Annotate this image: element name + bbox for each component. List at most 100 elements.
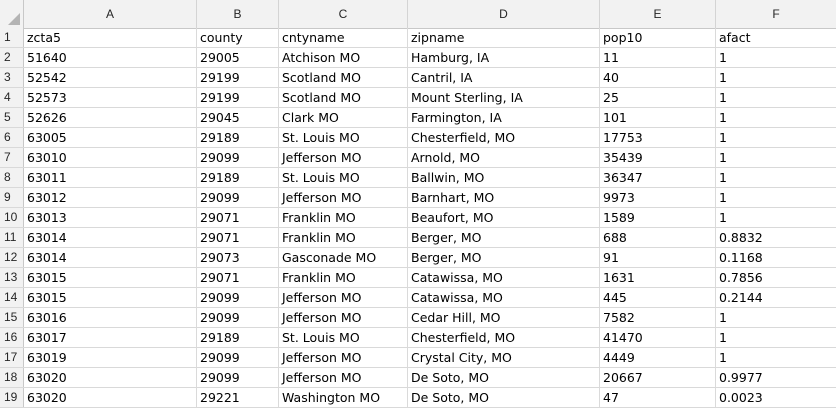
row-number[interactable]: 12: [0, 248, 24, 267]
cell-pop10[interactable]: 1589: [600, 208, 716, 227]
cell-cntyname[interactable]: Jefferson MO: [279, 148, 408, 167]
cell-county[interactable]: 29199: [197, 68, 279, 87]
cell-cntyname[interactable]: Jefferson MO: [279, 308, 408, 327]
cell-zcta5[interactable]: 63017: [24, 328, 197, 347]
row-number[interactable]: 7: [0, 148, 24, 167]
cell-zcta5[interactable]: 63019: [24, 348, 197, 367]
row-number[interactable]: 9: [0, 188, 24, 207]
column-header-c[interactable]: C: [279, 0, 408, 28]
cell-afact[interactable]: 0.0023: [719, 390, 763, 405]
cell-county[interactable]: 29099: [197, 348, 279, 367]
cell-county[interactable]: 29189: [197, 128, 279, 147]
cell-cntyname[interactable]: St. Louis MO: [279, 328, 408, 347]
cell-county[interactable]: 29189: [197, 168, 279, 187]
cell-cntyname[interactable]: Clark MO: [279, 108, 408, 127]
cell-afact[interactable]: 1: [719, 350, 727, 365]
cell-zipname[interactable]: Berger, MO: [408, 228, 600, 247]
cell-zcta5[interactable]: 63011: [24, 168, 197, 187]
cell-zipname[interactable]: De Soto, MO: [408, 388, 600, 407]
row-number[interactable]: 18: [0, 368, 24, 387]
cell-pop10[interactable]: 41470: [600, 328, 716, 347]
cell-county[interactable]: 29099: [197, 188, 279, 207]
cell-zcta5[interactable]: 63020: [24, 388, 197, 407]
cell-pop10[interactable]: 11: [600, 48, 716, 67]
cell-afact[interactable]: 1: [719, 70, 727, 85]
cell-afact[interactable]: 1: [719, 50, 727, 65]
cell-zipname[interactable]: De Soto, MO: [408, 368, 600, 387]
cell-afact[interactable]: 1: [719, 90, 727, 105]
cell-zipname[interactable]: Crystal City, MO: [408, 348, 600, 367]
cell-cntyname[interactable]: Jefferson MO: [279, 288, 408, 307]
cell-cntyname[interactable]: Gasconade MO: [279, 248, 408, 267]
cell-afact[interactable]: 0.2144: [719, 290, 763, 305]
cell-county[interactable]: 29045: [197, 108, 279, 127]
cell-zipname[interactable]: Ballwin, MO: [408, 168, 600, 187]
column-header-d[interactable]: D: [408, 0, 600, 28]
cell-pop10[interactable]: 101: [600, 108, 716, 127]
cell-afact[interactable]: 0.9977: [719, 370, 763, 385]
cell-pop10[interactable]: 1631: [600, 268, 716, 287]
row-number[interactable]: 3: [0, 68, 24, 87]
row-number[interactable]: 4: [0, 88, 24, 107]
cell-county[interactable]: 29189: [197, 328, 279, 347]
row-number[interactable]: 14: [0, 288, 24, 307]
cell-zipname[interactable]: Farmington, IA: [408, 108, 600, 127]
cell-cntyname[interactable]: Scotland MO: [279, 68, 408, 87]
cell-pop10[interactable]: 4449: [600, 348, 716, 367]
row-number[interactable]: 2: [0, 48, 24, 67]
cell-zcta5[interactable]: zcta5: [24, 28, 197, 47]
column-header-f[interactable]: F: [772, 7, 780, 21]
cell-zipname[interactable]: Mount Sterling, IA: [408, 88, 600, 107]
row-number[interactable]: 10: [0, 208, 24, 227]
cell-county[interactable]: 29071: [197, 228, 279, 247]
row-number[interactable]: 17: [0, 348, 24, 367]
column-header-e[interactable]: E: [600, 0, 716, 28]
cell-afact[interactable]: 0.7856: [719, 270, 763, 285]
cell-cntyname[interactable]: St. Louis MO: [279, 168, 408, 187]
cell-cntyname[interactable]: Washington MO: [279, 388, 408, 407]
cell-county[interactable]: county: [197, 28, 279, 47]
cell-pop10[interactable]: 20667: [600, 368, 716, 387]
cell-pop10[interactable]: pop10: [600, 28, 716, 47]
row-number[interactable]: 13: [0, 268, 24, 287]
cell-pop10[interactable]: 9973: [600, 188, 716, 207]
cell-zipname[interactable]: Cedar Hill, MO: [408, 308, 600, 327]
cell-zcta5[interactable]: 51640: [24, 48, 197, 67]
cell-afact[interactable]: afact: [719, 30, 751, 45]
cell-zcta5[interactable]: 63020: [24, 368, 197, 387]
cell-pop10[interactable]: 445: [600, 288, 716, 307]
cell-afact[interactable]: 1: [719, 330, 727, 345]
cell-zipname[interactable]: Berger, MO: [408, 248, 600, 267]
cell-zcta5[interactable]: 63014: [24, 228, 197, 247]
cell-afact[interactable]: 1: [719, 210, 727, 225]
cell-county[interactable]: 29099: [197, 288, 279, 307]
cell-zipname[interactable]: Cantril, IA: [408, 68, 600, 87]
cell-pop10[interactable]: 25: [600, 88, 716, 107]
cell-zcta5[interactable]: 63013: [24, 208, 197, 227]
cell-zcta5[interactable]: 63015: [24, 288, 197, 307]
cell-zcta5[interactable]: 63015: [24, 268, 197, 287]
cell-afact[interactable]: 1: [719, 110, 727, 125]
cell-cntyname[interactable]: Jefferson MO: [279, 348, 408, 367]
cell-afact[interactable]: 1: [719, 310, 727, 325]
cell-zcta5[interactable]: 63005: [24, 128, 197, 147]
select-all-corner[interactable]: [0, 0, 24, 28]
cell-cntyname[interactable]: cntyname: [279, 28, 408, 47]
cell-county[interactable]: 29099: [197, 148, 279, 167]
cell-county[interactable]: 29099: [197, 308, 279, 327]
cell-zipname[interactable]: Hamburg, IA: [408, 48, 600, 67]
cell-zipname[interactable]: Chesterfield, MO: [408, 328, 600, 347]
column-header-b[interactable]: B: [197, 0, 279, 28]
cell-cntyname[interactable]: Atchison MO: [279, 48, 408, 67]
cell-pop10[interactable]: 35439: [600, 148, 716, 167]
cell-cntyname[interactable]: Franklin MO: [279, 208, 408, 227]
cell-zipname[interactable]: Chesterfield, MO: [408, 128, 600, 147]
cell-county[interactable]: 29005: [197, 48, 279, 67]
cell-afact[interactable]: 0.1168: [719, 250, 763, 265]
cell-pop10[interactable]: 36347: [600, 168, 716, 187]
cell-county[interactable]: 29199: [197, 88, 279, 107]
cell-afact[interactable]: 0.8832: [719, 230, 763, 245]
cell-zcta5[interactable]: 52626: [24, 108, 197, 127]
row-number[interactable]: 16: [0, 328, 24, 347]
cell-pop10[interactable]: 40: [600, 68, 716, 87]
